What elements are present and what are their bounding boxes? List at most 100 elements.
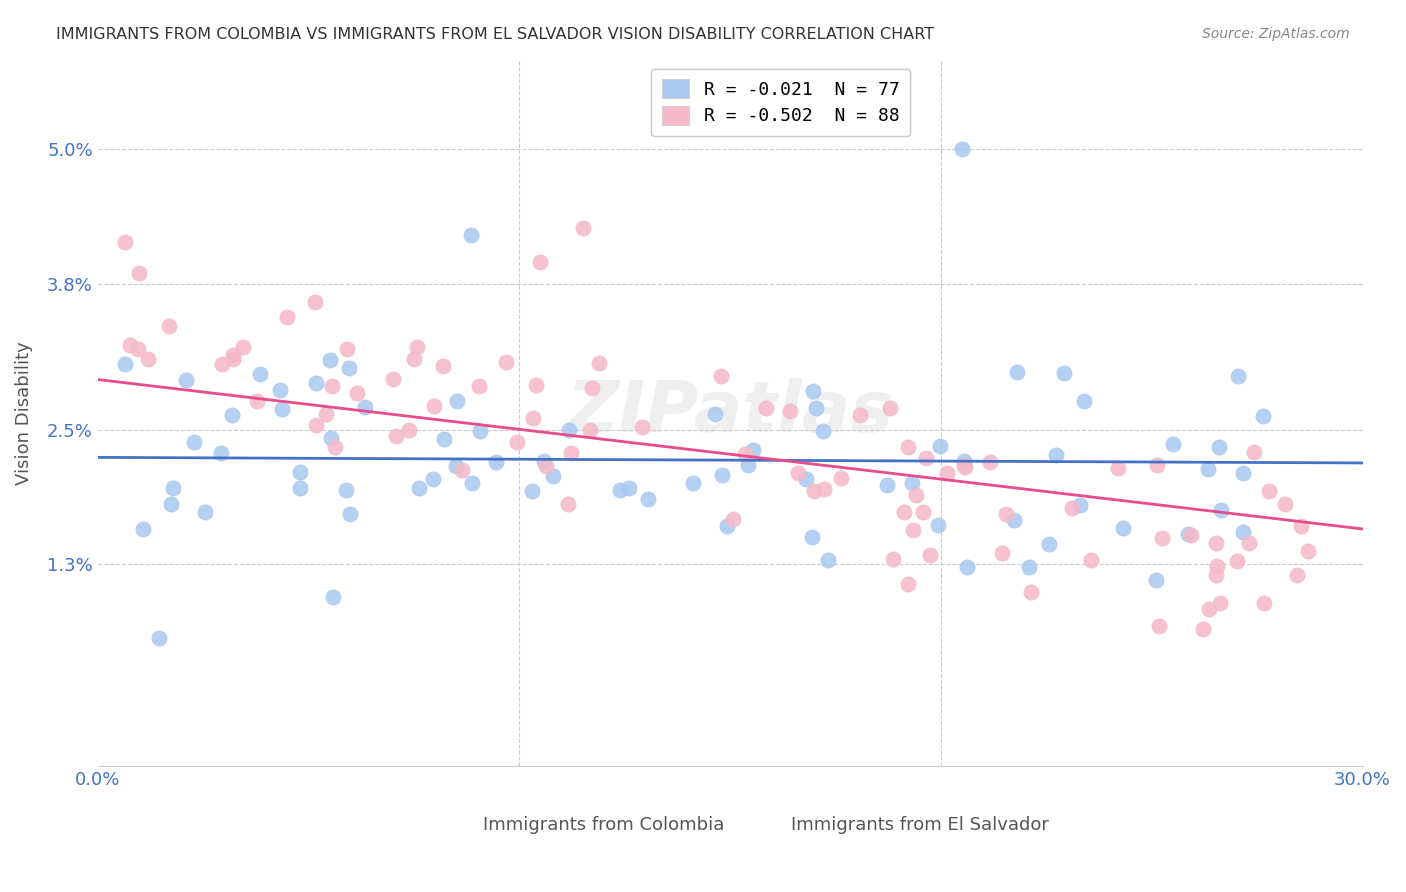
Point [1192,622,1215,636]
Point [221,408,243,422]
Point [830,470,852,484]
Point [755,401,778,416]
Point [346,386,368,401]
Point [801,384,824,398]
Point [704,407,727,421]
Point [522,483,544,498]
Point [1045,448,1067,462]
Point [876,477,898,491]
Point [138,351,160,366]
Point [1021,584,1043,599]
Point [1253,596,1275,610]
Point [1205,567,1227,582]
Point [522,410,544,425]
Text: Immigrants from El Salvador: Immigrants from El Salvador [792,816,1049,834]
Point [794,472,817,486]
Point [1080,553,1102,567]
Point [952,458,974,472]
Point [148,631,170,645]
Point [927,517,949,532]
Point [183,435,205,450]
Point [127,343,149,357]
Point [734,447,756,461]
Point [423,399,446,413]
Point [1161,437,1184,451]
Point [1018,560,1040,574]
Point [914,451,936,466]
Point [461,475,484,490]
Point [1053,366,1076,380]
Point [813,482,835,496]
Point [321,431,343,445]
Point [128,266,150,280]
Point [557,497,579,511]
Point [485,455,508,469]
Point [801,530,824,544]
Point [524,377,547,392]
Point [249,368,271,382]
Point [631,420,654,434]
Point [211,357,233,371]
Point [114,358,136,372]
Point [1069,499,1091,513]
Point [468,425,491,439]
Point [1062,501,1084,516]
Point [162,481,184,495]
Point [588,356,610,370]
Point [221,352,243,367]
Point [617,481,640,495]
Point [1038,537,1060,551]
Point [1112,520,1135,534]
Point [1007,365,1029,379]
Point [1146,458,1168,473]
Point [533,454,555,468]
Point [578,423,600,437]
Point [558,424,581,438]
Point [609,483,631,497]
Point [1239,536,1261,550]
Point [209,446,232,460]
Point [1209,596,1232,610]
Point [1205,536,1227,550]
Point [1002,513,1025,527]
Point [315,407,337,421]
Point [817,553,839,567]
Point [571,220,593,235]
Point [305,376,328,390]
Point [446,458,468,473]
Point [560,446,582,460]
Point [337,360,360,375]
Point [335,483,357,497]
Point [682,476,704,491]
Point [276,310,298,325]
Point [803,483,825,498]
Text: IMMIGRANTS FROM COLOMBIA VS IMMIGRANTS FROM EL SALVADOR VISION DISABILITY CORREL: IMMIGRANTS FROM COLOMBIA VS IMMIGRANTS F… [56,27,935,42]
Point [404,351,426,366]
Point [979,455,1001,469]
Point [1227,368,1250,383]
Point [288,466,311,480]
Point [460,227,482,242]
Point [893,505,915,519]
Point [991,546,1014,560]
Point [468,379,491,393]
Point [811,424,834,438]
Point [1206,559,1229,574]
Point [160,497,183,511]
Point [1177,527,1199,541]
Point [446,393,468,408]
Point [541,469,564,483]
Text: ZIPatlas: ZIPatlas [567,378,894,448]
Point [339,507,361,521]
Point [422,472,444,486]
Point [716,519,738,533]
Point [1209,503,1232,517]
Point [322,590,344,604]
Point [323,440,346,454]
Point [1180,528,1202,542]
Point [1285,567,1308,582]
Point [288,481,311,495]
Point [737,458,759,472]
Point [879,401,901,415]
Point [710,368,733,383]
